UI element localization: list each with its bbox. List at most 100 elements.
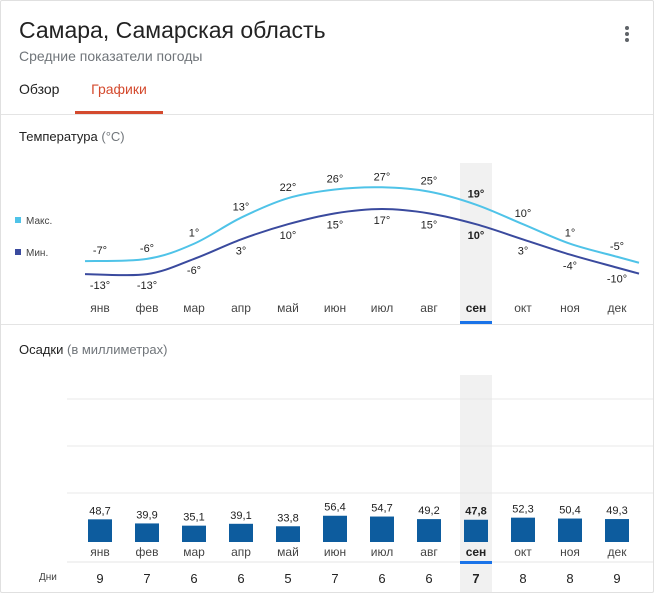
precip-value-label: 47,8 (465, 506, 486, 518)
min-temp-label: 3° (518, 245, 529, 257)
min-temp-label: 3° (236, 245, 247, 257)
month-label-temp: авг (420, 301, 438, 315)
precip-bar (182, 525, 206, 542)
page-title: Самара, Самарская область (19, 17, 326, 43)
precip-value-label: 50,4 (559, 505, 580, 517)
precip-bar (276, 526, 300, 542)
month-label-precip: май (277, 545, 299, 559)
month-label-precip: окт (514, 545, 532, 559)
precip-bar (464, 519, 488, 542)
temperature-unit: (°C) (101, 129, 125, 144)
max-temp-label: -6° (140, 243, 154, 255)
rain-days-value: 7 (472, 571, 479, 586)
legend-min-label: Мин. (26, 248, 49, 259)
precip-value-label: 49,3 (606, 505, 627, 517)
month-label-precip: ноя (560, 545, 580, 559)
page-subtitle: Средние показатели погоды (19, 48, 203, 64)
month-label-temp: май (277, 301, 299, 315)
precip-value-label: 39,9 (136, 509, 157, 521)
precip-value-label: 49,2 (418, 505, 439, 517)
tabs-divider (1, 114, 653, 115)
precip-value-label: 52,3 (512, 504, 533, 516)
precip-bar (370, 516, 394, 542)
precip-value-label: 54,7 (371, 503, 392, 515)
max-temp-label: -7° (93, 245, 107, 257)
max-temp-label: 19° (468, 189, 485, 201)
precipitation-chart: 48,7 янв 9 39,9 фев 7 35,1 мар 6 39,1 апр 6 33,8 май 5… (67, 375, 653, 592)
tab-charts[interactable]: Графики (91, 81, 147, 97)
precipitation-title: Осадки (в миллиметрах) (19, 342, 167, 357)
month-label-precip: авг (420, 545, 438, 559)
min-temp-label: -13° (90, 280, 110, 292)
month-label-temp: дек (608, 301, 628, 315)
rain-days-value: 5 (284, 571, 291, 586)
rain-days-value: 7 (143, 571, 150, 586)
month-label-temp: окт (514, 301, 532, 315)
precip-value-label: 48,7 (89, 505, 110, 517)
tab-overview[interactable]: Обзор (19, 81, 60, 97)
month-label-precip: мар (183, 545, 205, 559)
rain-days-value: 6 (425, 571, 432, 586)
selected-month-indicator (460, 561, 492, 564)
month-label-temp: фев (136, 301, 159, 315)
max-temp-label: 26° (327, 173, 344, 185)
month-label-precip: дек (608, 545, 628, 559)
rain-days-value: 6 (237, 571, 244, 586)
legend-max-swatch (15, 217, 21, 223)
legend-min-swatch (15, 249, 21, 255)
selected-month-highlight (460, 163, 492, 324)
more-options-icon[interactable] (617, 21, 637, 47)
rain-days-value: 8 (519, 571, 526, 586)
rain-days-value: 9 (613, 571, 620, 586)
month-label-precip: апр (231, 545, 251, 559)
precip-bar (558, 518, 582, 542)
precip-bar (511, 517, 535, 542)
active-tab-indicator (75, 111, 163, 114)
month-label-precip: июн (324, 545, 346, 559)
month-label-precip: июл (371, 545, 393, 559)
precip-value-label: 35,1 (183, 512, 204, 524)
precip-value-label: 56,4 (324, 502, 345, 514)
month-label-temp: июл (371, 301, 393, 315)
rain-days-value: 6 (190, 571, 197, 586)
rain-days-value: 7 (331, 571, 338, 586)
precip-value-label: 39,1 (230, 510, 251, 522)
precip-bar (323, 515, 347, 542)
min-temp-label: -4° (563, 261, 577, 273)
precipitation-label: Осадки (19, 342, 64, 357)
days-label: Дни (39, 572, 57, 583)
selected-month-highlight (460, 375, 492, 592)
min-temp-label: -13° (137, 280, 157, 292)
max-temp-label: 13° (233, 202, 250, 214)
min-temp-label: 10° (468, 230, 485, 242)
rain-days-value: 6 (378, 571, 385, 586)
selected-month-indicator (460, 321, 492, 324)
min-temp-label: 15° (421, 219, 438, 231)
min-temp-label: 10° (280, 230, 297, 242)
max-temp-label: -5° (610, 241, 624, 253)
legend-max: Макс. (15, 216, 52, 227)
month-label-temp: мар (183, 301, 205, 315)
max-temp-label: 1° (189, 228, 200, 240)
precip-bar (229, 523, 253, 542)
month-label-temp: июн (324, 301, 346, 315)
min-temp-label: -6° (187, 265, 201, 277)
max-temp-label: 22° (280, 182, 297, 194)
temperature-title: Температура (°C) (19, 129, 125, 144)
month-label-precip: сен (466, 545, 487, 559)
precip-bar (88, 519, 112, 542)
month-label-temp: апр (231, 301, 251, 315)
month-label-precip: фев (136, 545, 159, 559)
max-temp-line (84, 186, 640, 264)
legend-max-label: Макс. (26, 216, 53, 227)
min-temp-label: 15° (327, 219, 344, 231)
temperature-chart: -7° -13° янв -6° -13° фев 1° -6° мар 13° 3° апр 22° 1… (84, 163, 640, 324)
precip-value-label: 33,8 (277, 512, 298, 524)
month-label-temp: ноя (560, 301, 580, 315)
min-temp-label: 17° (374, 215, 391, 227)
month-label-temp: янв (90, 301, 110, 315)
section-divider (1, 324, 653, 325)
month-label-precip: янв (90, 545, 110, 559)
min-temp-line (84, 208, 640, 277)
